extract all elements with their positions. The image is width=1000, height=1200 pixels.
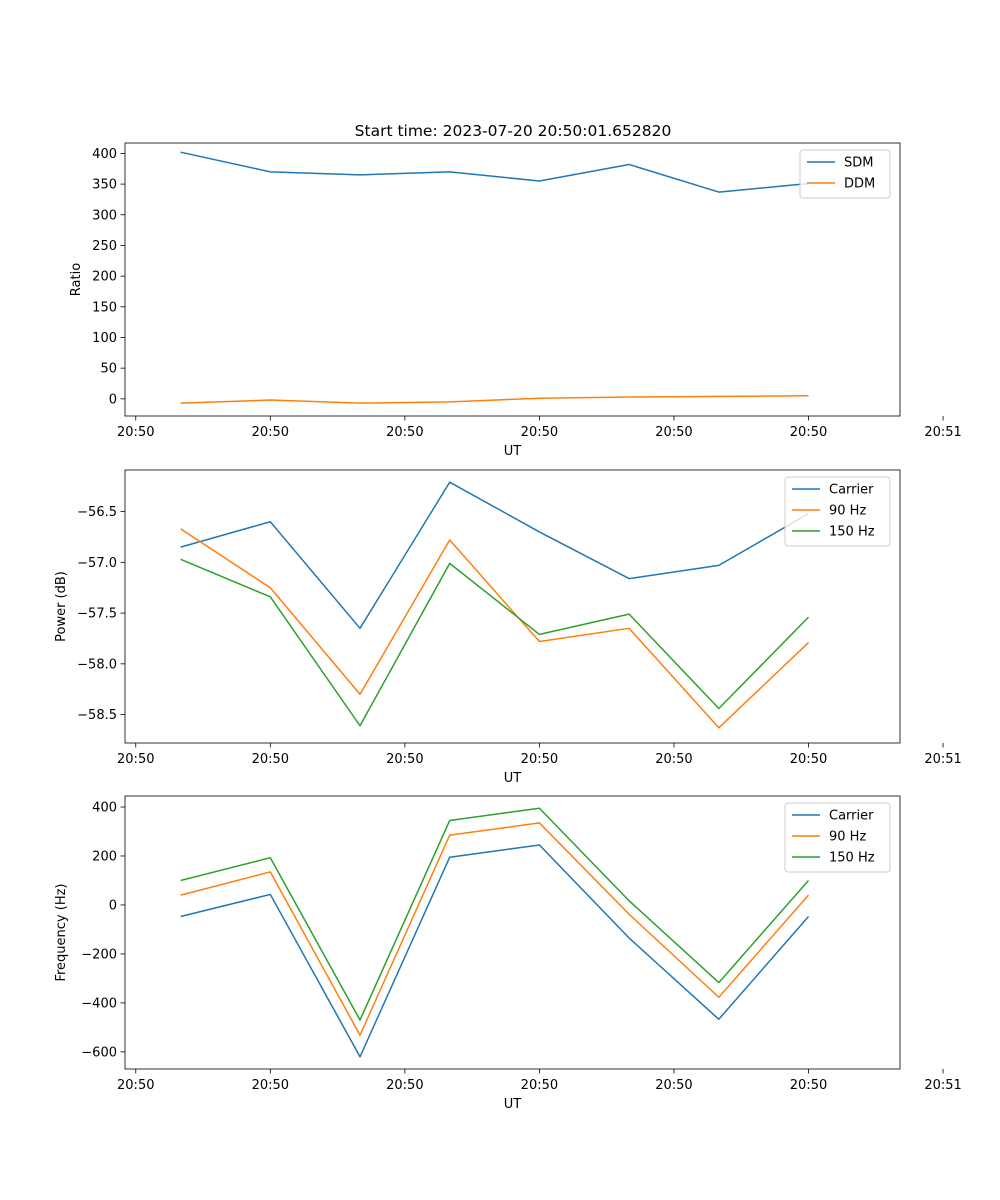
series-line-carrier — [180, 844, 810, 1058]
y-axis-label: Ratio — [69, 263, 84, 296]
y-tick-label: 200 — [92, 270, 117, 285]
x-tick-label: 20:50 — [386, 1078, 423, 1093]
panel-2: 20:50 20:50 20:50 20:50 20:50 20:50 20:51 −56.5… — [54, 469, 962, 786]
legend-label: Carrier — [829, 483, 874, 498]
x-tick-label: 20:51 — [924, 1078, 961, 1093]
x-tick-label: 20:50 — [790, 752, 827, 767]
y-tick-label: 150 — [92, 300, 117, 315]
series-line-sdm — [180, 151, 809, 193]
y-tick-label: 300 — [92, 208, 117, 223]
y-tick-label: −56.5 — [77, 505, 117, 520]
x-axis-label: UT — [504, 1097, 522, 1112]
y-tick-label: 50 — [100, 362, 117, 377]
legend-box — [784, 802, 891, 873]
legend-label: SDM — [844, 156, 873, 171]
y-tick-label: −58.5 — [77, 708, 117, 723]
x-tick-label: 20:50 — [117, 752, 154, 767]
series-line-90-hz — [180, 822, 810, 1036]
y-tick-label: −400 — [81, 996, 117, 1011]
y-tick-label: 200 — [92, 849, 117, 864]
y-tick-label: 100 — [92, 331, 117, 346]
legend-box — [784, 476, 891, 547]
x-tick-label: 20:50 — [252, 425, 289, 440]
x-tick-label: 20:50 — [655, 425, 692, 440]
y-tick-label: −57.0 — [77, 556, 117, 571]
x-tick-label: 20:50 — [790, 425, 827, 440]
x-tick-label: 20:50 — [521, 425, 558, 440]
legend: Carrier 90 Hz 150 Hz — [784, 802, 891, 873]
x-tick-label: 20:50 — [252, 752, 289, 767]
y-tick-label: −57.5 — [77, 607, 117, 622]
y-tick-label: 0 — [109, 392, 117, 407]
series-line-ddm — [180, 395, 809, 404]
legend-label: Carrier — [829, 809, 874, 824]
series-line-150-hz — [180, 807, 810, 1021]
legend-label: 90 Hz — [829, 504, 866, 519]
series-line-90-hz — [180, 528, 810, 729]
legend: Carrier 90 Hz 150 Hz — [784, 476, 891, 547]
x-tick-label: 20:50 — [252, 1078, 289, 1093]
x-tick-label: 20:50 — [117, 425, 154, 440]
series-line-150-hz — [180, 558, 810, 727]
y-tick-label: 400 — [92, 801, 117, 816]
y-tick-label: 0 — [109, 898, 117, 913]
x-axis-label: UT — [504, 771, 522, 786]
axes-frame — [124, 142, 901, 417]
y-axis-label: Frequency (Hz) — [54, 883, 69, 981]
x-tick-label: 20:50 — [655, 752, 692, 767]
legend-label: 150 Hz — [829, 525, 875, 540]
x-tick-label: 20:50 — [521, 1078, 558, 1093]
panel-3: 20:50 20:50 20:50 20:50 20:50 20:50 20:51 400 20… — [54, 795, 962, 1112]
legend-label: 150 Hz — [829, 851, 875, 866]
y-tick-label: −200 — [81, 947, 117, 962]
x-axis-label: UT — [504, 444, 522, 459]
y-axis-label: Power (dB) — [54, 571, 69, 642]
axes-frame — [124, 795, 901, 1070]
x-tick-label: 20:50 — [386, 752, 423, 767]
y-tick-label: 400 — [92, 147, 117, 162]
figure-title: Start time: 2023-07-20 20:50:01.652820 — [355, 122, 672, 140]
x-tick-label: 20:50 — [117, 1078, 154, 1093]
y-tick-label: 350 — [92, 178, 117, 193]
x-tick-label: 20:50 — [655, 1078, 692, 1093]
y-tick-label: 250 — [92, 239, 117, 254]
legend-label: 90 Hz — [829, 830, 866, 845]
series-line-carrier — [180, 481, 809, 630]
axes-frame — [124, 469, 901, 744]
x-tick-label: 20:51 — [924, 425, 961, 440]
y-tick-label: −600 — [81, 1045, 117, 1060]
panel-1: 20:50 20:50 20:50 20:50 20:50 20:50 20:51 0 50 10… — [69, 142, 962, 459]
x-tick-label: 20:50 — [521, 752, 558, 767]
y-tick-label: −58.0 — [77, 657, 117, 672]
x-tick-label: 20:51 — [924, 752, 961, 767]
x-tick-label: 20:50 — [790, 1078, 827, 1093]
x-tick-label: 20:50 — [386, 425, 423, 440]
legend-label: DDM — [844, 177, 875, 192]
legend: SDM DDM — [799, 149, 891, 199]
